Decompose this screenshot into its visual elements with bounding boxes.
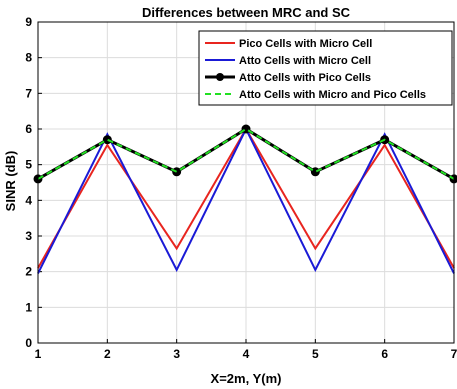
y-tick-label: 3 [25, 229, 32, 243]
y-tick-label: 5 [25, 158, 32, 172]
y-tick-label: 9 [25, 15, 32, 29]
y-tick-label: 0 [25, 336, 32, 350]
legend-label: Pico Cells with Micro Cell [239, 38, 372, 50]
y-tick-label: 1 [25, 300, 32, 314]
y-axis-label: SINR (dB) [3, 151, 18, 212]
legend-label: Atto Cells with Pico Cells [239, 72, 371, 84]
x-tick-label: 6 [381, 347, 388, 361]
x-tick-label: 7 [451, 347, 457, 361]
legend-box [198, 30, 453, 106]
data-point [102, 135, 112, 145]
y-tick-label: 2 [25, 265, 32, 279]
series-line-4 [37, 127, 455, 180]
chart-title: Differences between MRC and SC [142, 5, 351, 20]
x-axis-label: X=2m, Y(m) [211, 371, 282, 386]
legend-label: Atto Cells with Micro Cell [239, 55, 371, 67]
x-tick-label: 5 [312, 347, 319, 361]
x-tick-label: 2 [104, 347, 111, 361]
y-tick-label: 8 [25, 51, 32, 65]
data-point [172, 167, 182, 177]
x-tick-label: 3 [173, 347, 180, 361]
y-tick-label: 7 [25, 86, 32, 100]
legend: Pico Cells with Micro Cell Atto Cells wit… [198, 30, 453, 106]
x-tick-label: 1 [35, 347, 42, 361]
y-tick-label: 4 [25, 193, 32, 207]
y-tick-label: 6 [25, 122, 32, 136]
axes-frame [37, 21, 455, 344]
legend-marker [216, 73, 224, 81]
x-tick-label: 4 [243, 347, 250, 361]
legend-label: Atto Cells with Micro and Pico Cells [239, 89, 426, 101]
